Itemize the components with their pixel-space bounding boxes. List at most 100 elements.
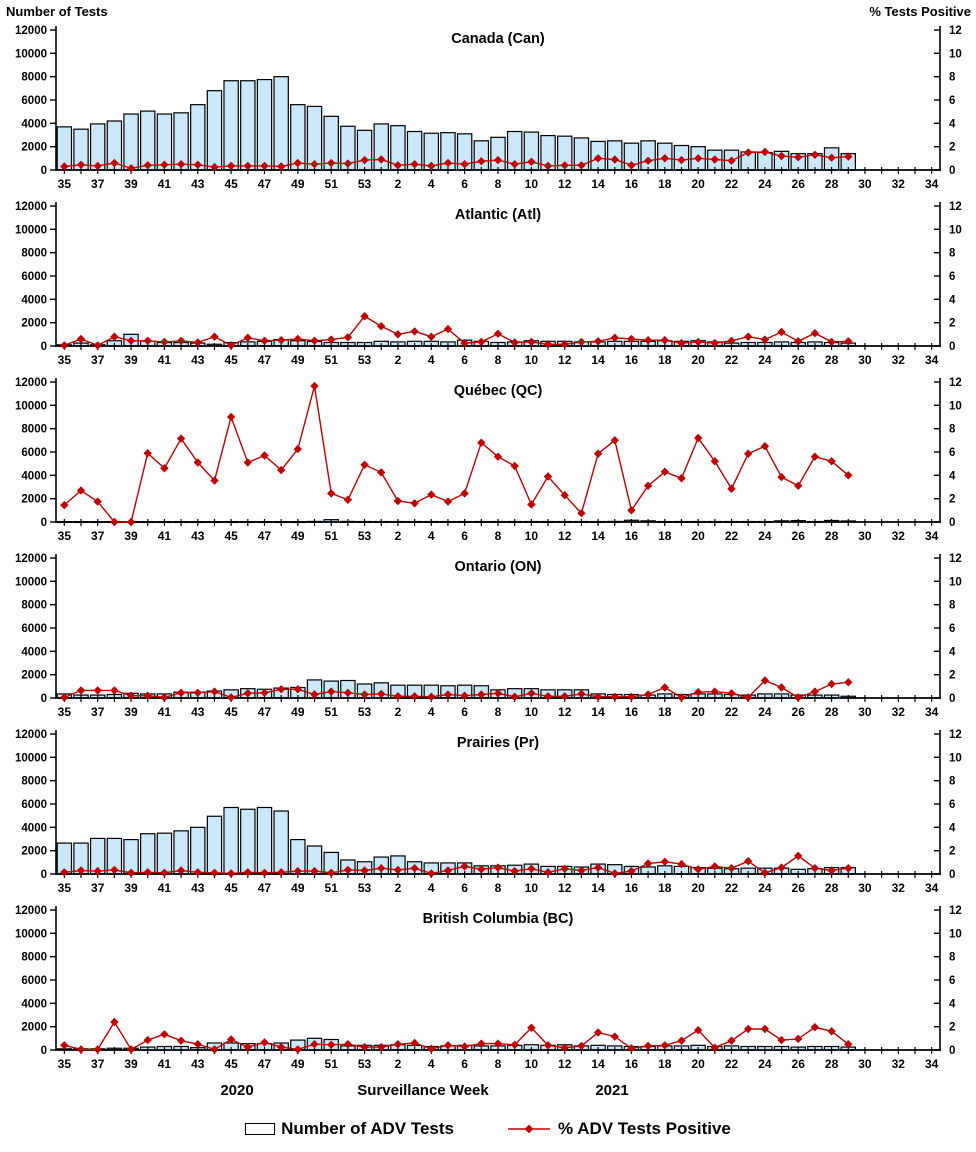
svg-text:10000: 10000 <box>15 48 47 60</box>
svg-text:18: 18 <box>658 353 672 367</box>
svg-text:0: 0 <box>41 517 47 529</box>
svg-text:4: 4 <box>428 881 435 895</box>
svg-text:26: 26 <box>792 1057 806 1071</box>
svg-text:45: 45 <box>224 529 238 543</box>
svg-text:8: 8 <box>495 177 502 191</box>
svg-text:51: 51 <box>325 177 339 191</box>
svg-text:8000: 8000 <box>21 600 47 612</box>
svg-text:Atlantic (Atl): Atlantic (Atl) <box>455 207 541 223</box>
svg-text:20: 20 <box>691 177 705 191</box>
svg-text:12000: 12000 <box>15 201 47 213</box>
svg-text:30: 30 <box>858 177 872 191</box>
svg-text:14: 14 <box>591 881 605 895</box>
svg-text:26: 26 <box>792 705 806 719</box>
svg-text:16: 16 <box>625 881 639 895</box>
svg-text:28: 28 <box>825 1057 839 1071</box>
svg-text:4: 4 <box>428 353 435 367</box>
svg-text:2: 2 <box>395 177 402 191</box>
svg-text:4000: 4000 <box>21 998 47 1010</box>
svg-text:4000: 4000 <box>21 118 47 130</box>
legend-item-tests: Number of ADV Tests <box>245 1119 454 1139</box>
svg-text:24: 24 <box>758 177 772 191</box>
svg-text:49: 49 <box>291 881 305 895</box>
year-2020-label: 2020 <box>220 1082 254 1099</box>
svg-text:34: 34 <box>925 529 939 543</box>
svg-text:26: 26 <box>792 177 806 191</box>
svg-text:12000: 12000 <box>15 729 47 741</box>
svg-text:32: 32 <box>892 353 906 367</box>
svg-text:49: 49 <box>291 705 305 719</box>
svg-text:0: 0 <box>949 869 955 881</box>
svg-text:4: 4 <box>949 470 956 482</box>
svg-text:34: 34 <box>925 1057 939 1071</box>
svg-text:6000: 6000 <box>21 623 47 635</box>
svg-text:2: 2 <box>949 142 955 154</box>
svg-text:6: 6 <box>949 447 955 459</box>
panel-bc: 0 2000 4000 6000 8000 10000 12000 0 2 4 6 8 10 12 35 37… <box>0 900 976 1076</box>
svg-text:39: 39 <box>124 705 138 719</box>
svg-text:2: 2 <box>395 353 402 367</box>
svg-text:37: 37 <box>91 1057 105 1071</box>
svg-text:Canada (Can): Canada (Can) <box>451 31 545 47</box>
chart-panels: 0 2000 4000 6000 8000 10000 12000 0 2 4 6 8 10 12 35 37… <box>0 20 976 1076</box>
legend-tests-label: Number of ADV Tests <box>281 1119 454 1138</box>
svg-text:41: 41 <box>158 705 172 719</box>
svg-text:2: 2 <box>949 494 955 506</box>
svg-text:10: 10 <box>525 705 539 719</box>
svg-text:32: 32 <box>892 177 906 191</box>
svg-text:51: 51 <box>325 1057 339 1071</box>
left-axis-title: Number of Tests <box>6 4 108 19</box>
svg-text:43: 43 <box>191 1057 205 1071</box>
svg-text:34: 34 <box>925 353 939 367</box>
svg-text:6: 6 <box>949 799 955 811</box>
svg-text:53: 53 <box>358 529 372 543</box>
svg-text:37: 37 <box>91 353 105 367</box>
svg-text:37: 37 <box>91 881 105 895</box>
svg-text:6: 6 <box>461 353 468 367</box>
svg-text:10: 10 <box>949 576 962 588</box>
svg-text:8: 8 <box>495 529 502 543</box>
svg-text:32: 32 <box>892 529 906 543</box>
svg-text:51: 51 <box>325 881 339 895</box>
svg-text:2000: 2000 <box>21 670 47 682</box>
svg-text:2000: 2000 <box>21 318 47 330</box>
svg-text:6: 6 <box>461 705 468 719</box>
svg-text:2: 2 <box>949 318 955 330</box>
svg-text:10: 10 <box>525 881 539 895</box>
svg-text:2: 2 <box>395 1057 402 1071</box>
svg-text:45: 45 <box>224 177 238 191</box>
svg-text:18: 18 <box>658 1057 672 1071</box>
svg-text:51: 51 <box>325 353 339 367</box>
svg-text:0: 0 <box>41 869 47 881</box>
svg-text:28: 28 <box>825 881 839 895</box>
svg-text:28: 28 <box>825 353 839 367</box>
svg-text:6000: 6000 <box>21 95 47 107</box>
svg-text:28: 28 <box>825 529 839 543</box>
svg-text:12: 12 <box>949 905 962 917</box>
svg-text:8000: 8000 <box>21 424 47 436</box>
svg-text:8: 8 <box>495 1057 502 1071</box>
svg-text:28: 28 <box>825 177 839 191</box>
line-marker-icon <box>507 1124 550 1134</box>
svg-text:43: 43 <box>191 177 205 191</box>
svg-text:12000: 12000 <box>15 377 47 389</box>
svg-text:22: 22 <box>725 881 739 895</box>
svg-text:18: 18 <box>658 705 672 719</box>
panel-quebec: 0 2000 4000 6000 8000 10000 12000 0 2 4 6 8 10 12 35 37… <box>0 372 976 548</box>
bar-swatch-icon <box>245 1123 276 1135</box>
svg-text:32: 32 <box>892 1057 906 1071</box>
svg-text:14: 14 <box>591 177 605 191</box>
svg-text:6: 6 <box>461 1057 468 1071</box>
svg-text:8: 8 <box>495 705 502 719</box>
svg-text:51: 51 <box>325 705 339 719</box>
svg-text:4: 4 <box>949 822 956 834</box>
svg-text:0: 0 <box>949 165 955 177</box>
svg-text:22: 22 <box>725 1057 739 1071</box>
svg-text:16: 16 <box>625 353 639 367</box>
svg-text:35: 35 <box>58 881 72 895</box>
svg-text:8: 8 <box>949 952 956 964</box>
svg-text:2000: 2000 <box>21 846 47 858</box>
svg-text:20: 20 <box>691 1057 705 1071</box>
